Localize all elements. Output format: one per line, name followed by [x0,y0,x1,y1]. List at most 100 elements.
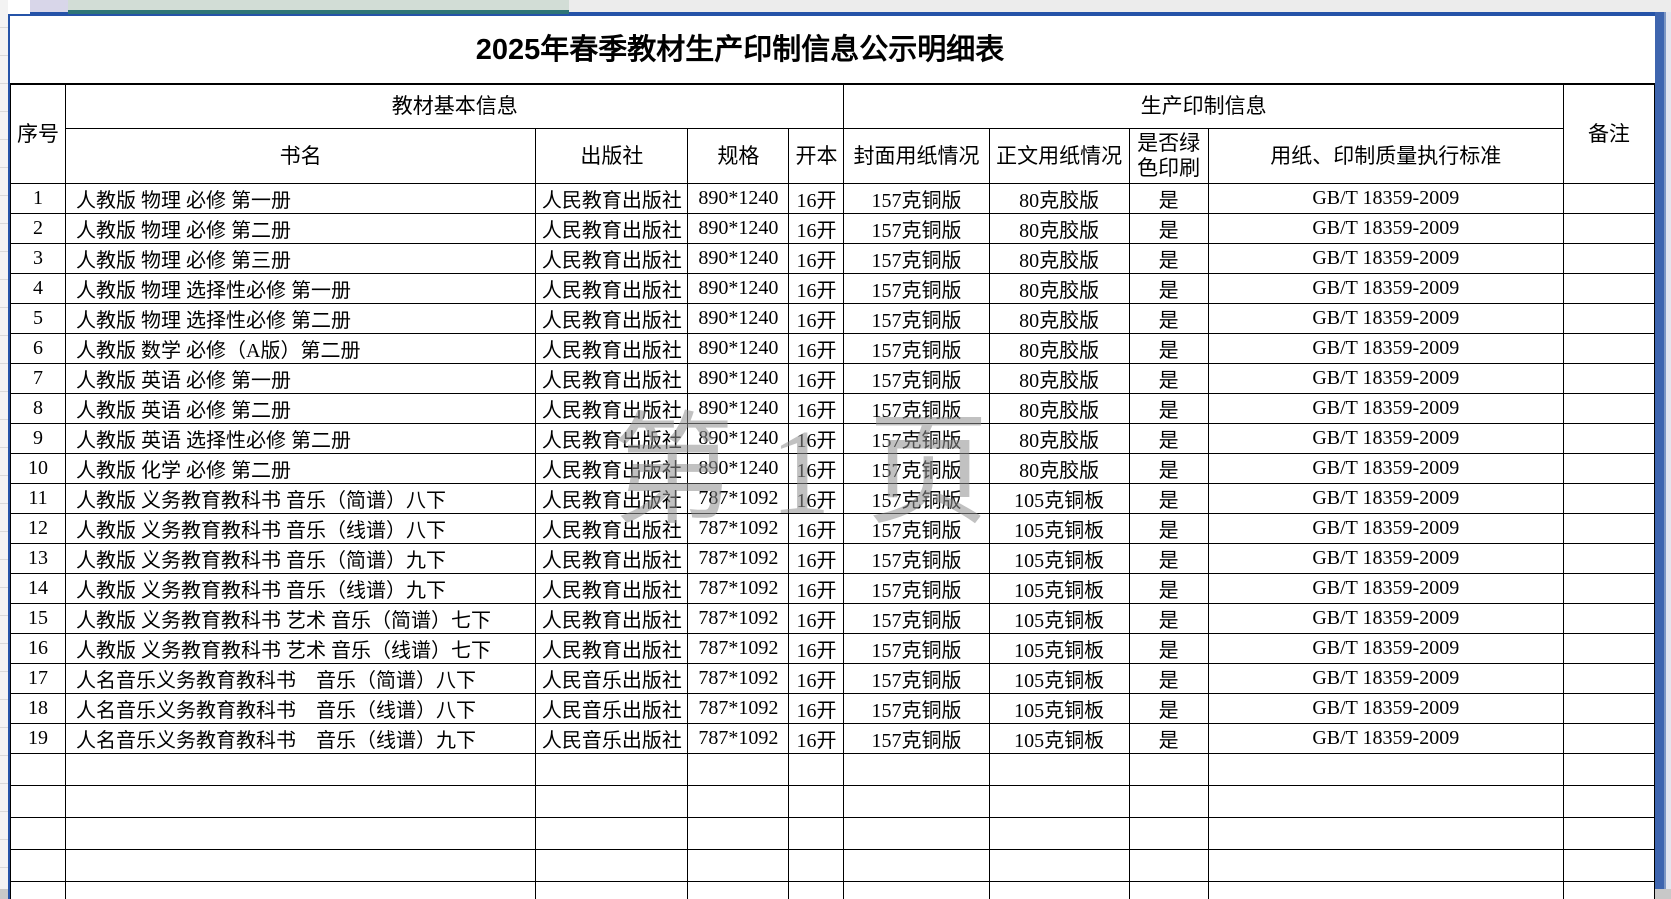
cell-standard: GB/T 18359-2009 [1207,363,1564,394]
empty-cell [687,817,790,850]
empty-cell [988,881,1130,899]
empty-cell [65,753,537,786]
cell-name: 人教版 义务教育教科书 音乐（线谱）九下 [65,573,537,604]
cell-name: 人名音乐义务教育教科书 音乐（线谱）九下 [65,723,537,754]
cell-body: 105克铜板 [988,603,1130,634]
empty-cell [535,785,689,818]
cell-format: 16开 [788,603,845,634]
cell-publisher: 人民音乐出版社 [535,723,689,754]
empty-cell [65,881,537,899]
cell-format: 16开 [788,453,845,484]
empty-cell [843,881,990,899]
cell-cover: 157克铜版 [843,363,990,394]
cell-body: 105克铜板 [988,573,1130,604]
empty-cell [687,785,790,818]
cell-spec: 890*1240 [687,183,790,214]
cell-green: 是 [1128,663,1209,694]
cell-body: 80克胶版 [988,243,1130,274]
cell-format: 16开 [788,423,845,454]
cell-remark [1562,723,1656,754]
cell-remark [1562,573,1656,604]
table-row: 12 人教版 义务教育教科书 音乐（线谱）八下 人民教育出版社 787*1092 16开… [9,513,1656,544]
table-row: 17 人名音乐义务教育教科书 音乐（简谱）八下 人民音乐出版社 787*1092 16开… [9,663,1656,694]
cell-name: 人教版 英语 选择性必修 第二册 [65,423,537,454]
cell-spec: 787*1092 [687,723,790,754]
table-row: 1 人教版 物理 必修 第一册 人民教育出版社 890*1240 16开 157克铜版 80… [9,183,1656,214]
cell-green: 是 [1128,513,1209,544]
cell-seq: 3 [9,243,67,274]
cell-publisher: 人民教育出版社 [535,213,689,244]
table-row: 10 人教版 化学 必修 第二册 人民教育出版社 890*1240 16开 157克铜版 8… [9,453,1656,484]
empty-cell [1207,881,1564,899]
cell-publisher: 人民教育出版社 [535,363,689,394]
cell-green: 是 [1128,453,1209,484]
table-row: 8 人教版 英语 必修 第二册 人民教育出版社 890*1240 16开 157克铜版 80… [9,393,1656,424]
table-row: 5 人教版 物理 选择性必修 第二册 人民教育出版社 890*1240 16开 157克铜… [9,303,1656,334]
cell-publisher: 人民教育出版社 [535,633,689,664]
cell-body: 80克胶版 [988,183,1130,214]
cell-cover: 157克铜版 [843,453,990,484]
cell-format: 16开 [788,243,845,274]
cell-publisher: 人民教育出版社 [535,183,689,214]
cell-green: 是 [1128,213,1209,244]
cell-seq: 8 [9,393,67,424]
print-area: 2025年春季教材生产印制信息公示明细表 序号 教材基本信息 生产印制信息 备注… [8,14,1656,899]
header-group-print-info: 生产印制信息 [843,84,1564,129]
cell-name: 人教版 义务教育教科书 艺术 音乐（线谱）七下 [65,633,537,664]
cell-format: 16开 [788,393,845,424]
cell-remark [1562,183,1656,214]
header-remark: 备注 [1562,84,1656,184]
cell-publisher: 人民教育出版社 [535,543,689,574]
cell-spec: 890*1240 [687,213,790,244]
cell-body: 80克胶版 [988,213,1130,244]
cell-cover: 157克铜版 [843,723,990,754]
cell-seq: 16 [9,633,67,664]
cell-body: 105克铜板 [988,633,1130,664]
table-row: 4 人教版 物理 选择性必修 第一册 人民教育出版社 890*1240 16开 157克铜… [9,273,1656,304]
cell-remark [1562,273,1656,304]
cell-standard: GB/T 18359-2009 [1207,693,1564,724]
cell-standard: GB/T 18359-2009 [1207,513,1564,544]
table-row: 2 人教版 物理 必修 第二册 人民教育出版社 890*1240 16开 157克铜版 80… [9,213,1656,244]
cell-green: 是 [1128,693,1209,724]
cell-green: 是 [1128,483,1209,514]
cell-standard: GB/T 18359-2009 [1207,603,1564,634]
cell-green: 是 [1128,393,1209,424]
empty-cell [535,881,689,899]
cell-name: 人教版 物理 必修 第二册 [65,213,537,244]
cell-publisher: 人民教育出版社 [535,483,689,514]
cell-body: 80克胶版 [988,393,1130,424]
materials-table: 序号 教材基本信息 生产印制信息 备注 书名 出版社 规格 开本 封面用纸情况 … [9,84,1656,899]
empty-cell [9,881,67,899]
cell-seq: 2 [9,213,67,244]
cell-seq: 1 [9,183,67,214]
cell-cover: 157克铜版 [843,213,990,244]
header-seq: 序号 [9,84,67,184]
cell-publisher: 人民教育出版社 [535,573,689,604]
vertical-scrollbar[interactable] [1655,12,1671,899]
empty-cell [687,849,790,882]
empty-cell [788,785,845,818]
empty-cell [988,753,1130,786]
empty-cell [535,849,689,882]
cell-standard: GB/T 18359-2009 [1207,453,1564,484]
cell-spec: 787*1092 [687,543,790,574]
cell-format: 16开 [788,363,845,394]
empty-cell [687,881,790,899]
cell-spec: 787*1092 [687,693,790,724]
cell-body: 105克铜板 [988,483,1130,514]
empty-cell [1128,881,1209,899]
cell-remark [1562,543,1656,574]
cell-format: 16开 [788,723,845,754]
empty-cell [1562,817,1656,850]
cell-publisher: 人民教育出版社 [535,513,689,544]
cell-body: 105克铜板 [988,693,1130,724]
table-row: 18 人名音乐义务教育教科书 音乐（线谱）八下 人民音乐出版社 787*1092 16开… [9,693,1656,724]
empty-cell [65,849,537,882]
cell-format: 16开 [788,273,845,304]
empty-cell [1207,849,1564,882]
empty-cell [9,817,67,850]
header-format: 开本 [788,128,845,184]
header-body-paper: 正文用纸情况 [988,128,1130,184]
